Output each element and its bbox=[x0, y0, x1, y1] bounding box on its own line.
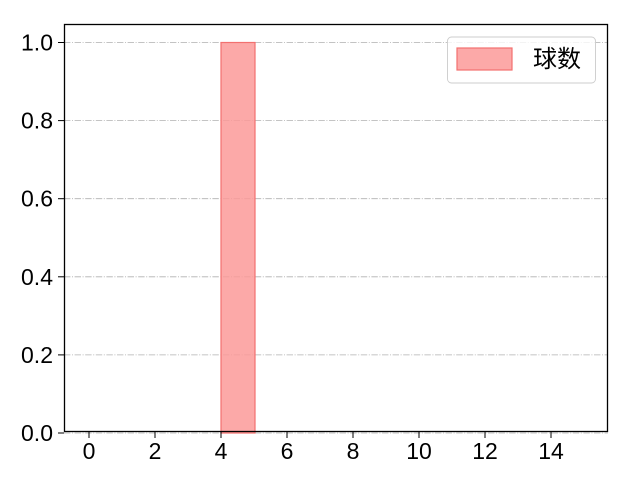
svg-text:0: 0 bbox=[83, 438, 96, 464]
svg-text:2: 2 bbox=[149, 438, 162, 464]
svg-text:0.6: 0.6 bbox=[21, 186, 53, 212]
svg-text:0.4: 0.4 bbox=[21, 264, 53, 290]
svg-text:12: 12 bbox=[472, 438, 498, 464]
svg-text:0.0: 0.0 bbox=[21, 420, 53, 446]
svg-text:8: 8 bbox=[347, 438, 360, 464]
svg-text:4: 4 bbox=[215, 438, 228, 464]
svg-text:球数: 球数 bbox=[533, 46, 581, 73]
svg-text:0.2: 0.2 bbox=[21, 342, 53, 368]
svg-text:0.8: 0.8 bbox=[21, 108, 53, 134]
svg-text:14: 14 bbox=[538, 438, 564, 464]
svg-text:10: 10 bbox=[406, 438, 432, 464]
svg-text:6: 6 bbox=[281, 438, 294, 464]
svg-text:1.0: 1.0 bbox=[21, 30, 53, 56]
